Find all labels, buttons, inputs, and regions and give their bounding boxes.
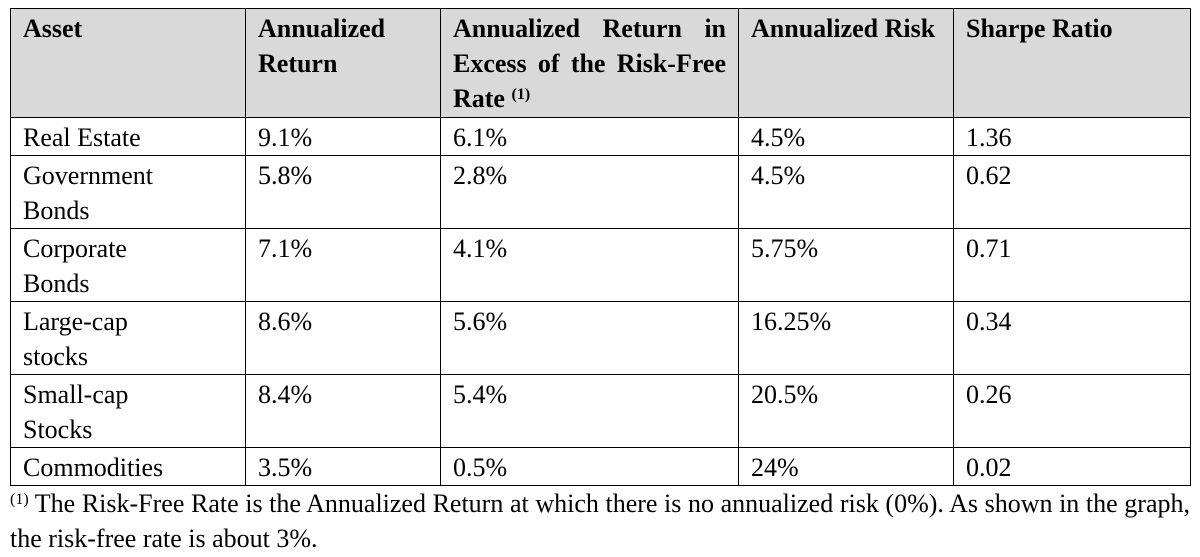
cell-value: 5.8%: [258, 161, 313, 190]
cell-value: 4.1%: [453, 234, 508, 263]
table-row: Commodities 3.5% 0.5% 24% 0.02: [10, 447, 1191, 486]
cell-value: 0.62: [966, 161, 1012, 190]
table-cell: 0.02: [953, 447, 1191, 486]
table-cell: 8.6%: [245, 301, 441, 375]
table-row: Large-cap stocks 8.6% 5.6% 16.25% 0.34: [10, 301, 1191, 375]
table-body: Real Estate 9.1% 6.1% 4.5% 1.36 Government Bo…: [10, 117, 1191, 486]
cell-value: 24%: [751, 453, 799, 482]
table-cell: 7.1%: [245, 228, 441, 302]
cell-value: 0.5%: [453, 453, 508, 482]
table-row: Government Bonds 5.8% 2.8% 4.5% 0.62: [10, 155, 1191, 229]
header-cell: Sharpe Ratio: [953, 8, 1191, 118]
cell-value: 4.5%: [751, 161, 806, 190]
cell-value: 5.75%: [751, 234, 819, 263]
table-cell: 1.36: [953, 117, 1191, 156]
table-cell: Government Bonds: [10, 155, 246, 229]
table-row: Corporate Bonds 7.1% 4.1% 5.75% 0.71: [10, 228, 1191, 302]
header-note: (1): [511, 86, 531, 103]
header-cell: Annualized Risk: [738, 8, 954, 118]
cell-value: 8.6%: [258, 307, 313, 336]
asset-name: Government Bonds: [23, 161, 153, 225]
cell-value: 5.6%: [453, 307, 508, 336]
footnote-marker: (1): [10, 491, 29, 508]
header-row: Asset Annualized Return Annualized Return …: [10, 8, 1191, 118]
table-cell: 5.4%: [440, 374, 739, 448]
cell-value: 16.25%: [751, 307, 832, 336]
cell-value: 20.5%: [751, 380, 819, 409]
table-cell: 0.71: [953, 228, 1191, 302]
table-cell: 2.8%: [440, 155, 739, 229]
cell-value: 4.5%: [751, 123, 806, 152]
header-cell: Annualized Return in Excess of the Risk-…: [440, 8, 739, 118]
table-cell: 5.8%: [245, 155, 441, 229]
table-cell: 20.5%: [738, 374, 954, 448]
table-cell: 9.1%: [245, 117, 441, 156]
table-cell: 4.5%: [738, 117, 954, 156]
data-table: Asset Annualized Return Annualized Return …: [10, 8, 1191, 486]
table-cell: 5.75%: [738, 228, 954, 302]
header-cell: Asset: [10, 8, 246, 118]
cell-value: 5.4%: [453, 380, 508, 409]
table-cell: Real Estate: [10, 117, 246, 156]
table-cell: 16.25%: [738, 301, 954, 375]
table-cell: 24%: [738, 447, 954, 486]
cell-value: 6.1%: [453, 123, 508, 152]
cell-value: 8.4%: [258, 380, 313, 409]
header-text: Sharpe Ratio: [966, 14, 1113, 43]
cell-value: 0.26: [966, 380, 1012, 409]
asset-name: Corporate Bonds: [23, 234, 127, 298]
table-cell: 4.5%: [738, 155, 954, 229]
asset-name: Small-cap Stocks: [23, 380, 129, 444]
table-cell: 4.1%: [440, 228, 739, 302]
asset-name: Commodities: [23, 453, 164, 482]
asset-name: Large-cap stocks: [23, 307, 128, 371]
header-text: Annualized Risk: [751, 14, 936, 43]
table-cell: 6.1%: [440, 117, 739, 156]
footnote-text: The Risk-Free Rate is the Annualized Ret…: [10, 489, 1190, 553]
cell-value: 7.1%: [258, 234, 313, 263]
footnote: (1) The Risk-Free Rate is the Annualized…: [10, 486, 1190, 556]
cell-value: 0.02: [966, 453, 1012, 482]
cell-value: 1.36: [966, 123, 1012, 152]
table-cell: 0.34: [953, 301, 1191, 375]
asset-name: Real Estate: [23, 123, 141, 152]
table-cell: Commodities: [10, 447, 246, 486]
header-cell: Annualized Return: [245, 8, 441, 118]
table-cell: Large-cap stocks: [10, 301, 246, 375]
cell-value: 0.34: [966, 307, 1012, 336]
table-row: Small-cap Stocks 8.4% 5.4% 20.5% 0.26: [10, 374, 1191, 448]
table-cell: 0.5%: [440, 447, 739, 486]
table-cell: 5.6%: [440, 301, 739, 375]
cell-value: 2.8%: [453, 161, 508, 190]
table-cell: Corporate Bonds: [10, 228, 246, 302]
table-cell: 0.26: [953, 374, 1191, 448]
header-text: Asset: [23, 14, 83, 43]
cell-value: 3.5%: [258, 453, 313, 482]
table-cell: 3.5%: [245, 447, 441, 486]
cell-value: 9.1%: [258, 123, 313, 152]
table-cell: Small-cap Stocks: [10, 374, 246, 448]
header-text: Annualized Return in Excess of the Risk-…: [453, 14, 726, 113]
header-text: Annualized Return: [258, 14, 386, 78]
cell-value: 0.71: [966, 234, 1012, 263]
table-cell: 8.4%: [245, 374, 441, 448]
table-row: Real Estate 9.1% 6.1% 4.5% 1.36: [10, 117, 1191, 156]
table-cell: 0.62: [953, 155, 1191, 229]
